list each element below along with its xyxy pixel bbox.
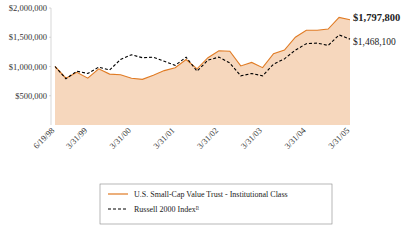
y-tick-label: $500,000 <box>15 91 47 101</box>
legend-label: Russell 2000 Indexᴮ <box>134 205 199 214</box>
x-tick-label: 3/31/04 <box>282 125 308 151</box>
y-tick-label: $2,000,000 <box>9 3 47 13</box>
legend-box <box>100 184 332 224</box>
legend-swatch <box>108 208 128 209</box>
line <box>55 35 350 79</box>
legend-swatch <box>108 193 128 194</box>
x-tick-label: 3/31/99 <box>64 125 89 150</box>
x-tick-label: 3/31/00 <box>107 125 132 150</box>
value-label: $1,797,800 <box>353 12 400 23</box>
y-tick <box>49 95 51 96</box>
y-tick-label: $1,500,000 <box>9 32 47 42</box>
y-tick <box>49 66 51 67</box>
x-tick-label: 3/31/02 <box>195 125 220 150</box>
y-tick <box>49 37 51 38</box>
value-label: $1,468,100 <box>353 37 396 47</box>
y-tick <box>49 8 51 9</box>
x-tick-label: 3/31/01 <box>151 125 176 150</box>
x-tick-label: 3/31/05 <box>326 125 351 150</box>
y-tick-label: $1,000,000 <box>9 62 47 72</box>
area-line <box>55 17 350 79</box>
area-fill <box>55 17 350 125</box>
plot-area <box>55 17 350 125</box>
chart: $500,000 $1,000,000 $1,500,000 $2,000,000 6/… <box>0 0 413 235</box>
x-tick-label: 6/19/98 <box>31 125 56 150</box>
x-tick-label: 3/31/03 <box>239 125 264 150</box>
legend-label: U.S. Small-Cap Value Trust - Institution… <box>134 190 288 199</box>
